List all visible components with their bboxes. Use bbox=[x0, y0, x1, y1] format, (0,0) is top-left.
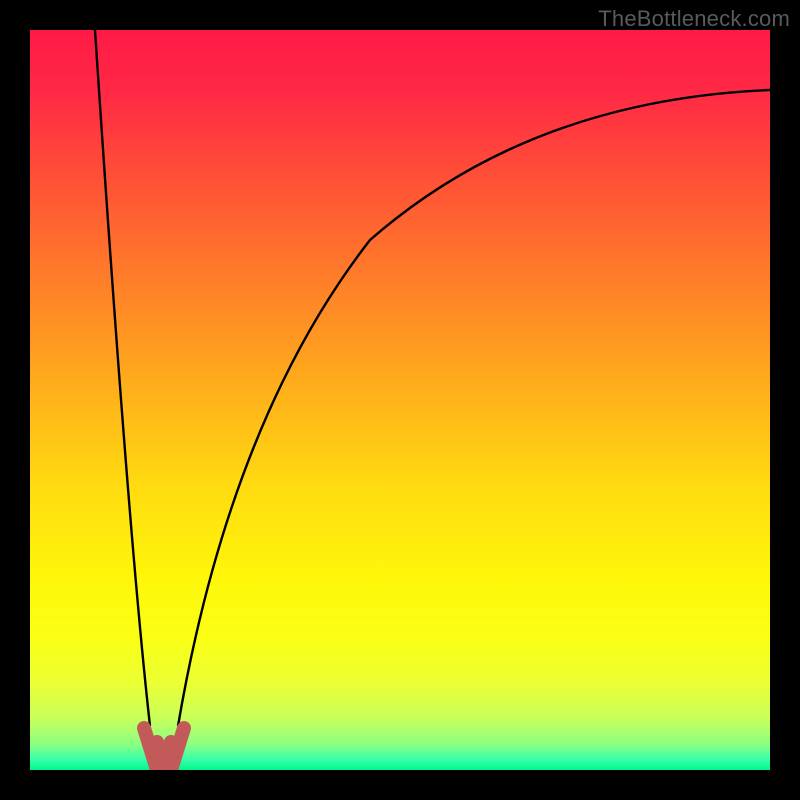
plot-area bbox=[30, 30, 770, 770]
watermark-text: TheBottleneck.com bbox=[598, 6, 790, 32]
chart-frame: TheBottleneck.com bbox=[0, 0, 800, 800]
notch-shape bbox=[144, 728, 184, 770]
valley-notch bbox=[30, 30, 770, 770]
